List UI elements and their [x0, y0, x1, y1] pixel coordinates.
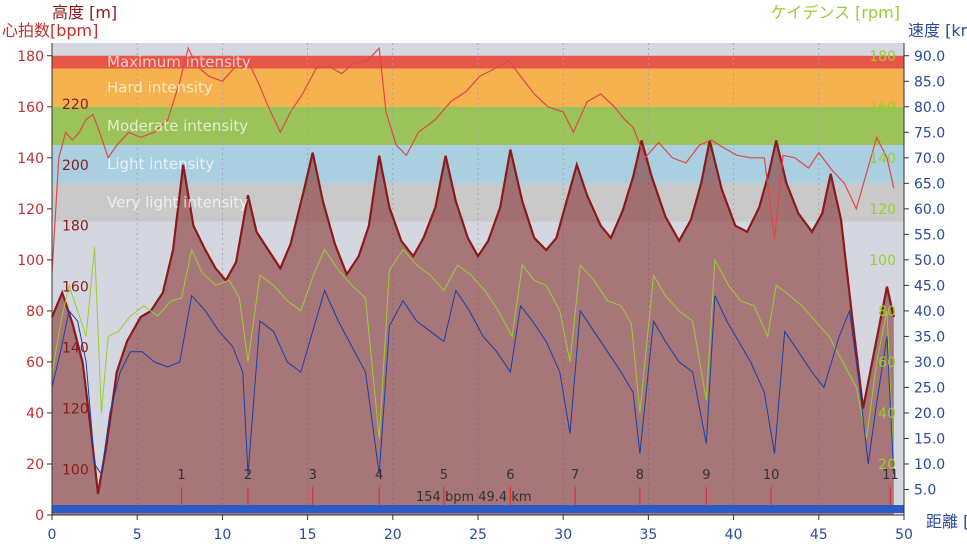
x-tick-label: 20	[384, 527, 402, 543]
cadence-tick-label: 60	[878, 355, 896, 371]
altitude-axis-title: 高度 [m]	[52, 3, 117, 22]
heart-rate-line	[51, 46, 895, 273]
lap-label: 10	[763, 468, 780, 483]
speed-tick-label: 65.0	[914, 176, 945, 192]
axis-titles: 高度 [m] 心拍数[bpm] ケイデンス [rpm] 速度 [km/h] 距離…	[2, 3, 967, 531]
zone-label: Moderate intensity	[107, 117, 248, 135]
lap-summary-label: 154 bpm 49.4 km	[416, 490, 532, 505]
cadence-tick-label: 20	[878, 457, 896, 473]
cadence-tick-label: 80	[878, 304, 896, 320]
lap-label: 5	[440, 468, 448, 483]
x-tick-label: 0	[48, 527, 57, 543]
speed-tick-label: 90.0	[914, 49, 945, 65]
zone-label: Light intensity	[107, 155, 214, 173]
cadence-tick-label: 100	[869, 253, 896, 269]
altitude-tick-label: 160	[62, 280, 89, 296]
cadence-tick-label: 140	[869, 151, 896, 167]
x-tick-label: 40	[725, 527, 743, 543]
speed-axis-title: 速度 [km/h]	[908, 21, 967, 40]
altitude-tick-label: 180	[62, 219, 89, 235]
lap-label: 8	[636, 468, 644, 483]
hr-tick-label: 140	[17, 151, 44, 167]
x-tick-label: 50	[895, 527, 913, 543]
zone-label: Maximum intensity	[107, 53, 251, 71]
altitude-tick-label: 120	[62, 401, 89, 417]
speed-tick-label: 40.0	[914, 304, 945, 320]
lap-markers: 1 2 3 4 5 6 7 8 9 10 11	[177, 468, 899, 505]
x-tick-label: 5	[133, 527, 142, 543]
lap-label: 1	[177, 468, 185, 483]
lap-label: 7	[571, 468, 579, 483]
hr-tick-label: 40	[26, 406, 44, 422]
altitude-tick-label: 200	[62, 158, 89, 174]
speed-tick-label: 10.0	[914, 457, 945, 473]
speed-tick-label: 30.0	[914, 355, 945, 371]
lap-label: 9	[702, 468, 710, 483]
cadence-tick-label: 160	[869, 100, 896, 116]
speed-tick-label: 5.0	[914, 482, 936, 498]
speed-tick-label: 80.0	[914, 100, 945, 116]
lap-label: 11	[882, 468, 899, 483]
speed-line	[51, 289, 895, 476]
altitude-line	[50, 140, 895, 494]
hr-tick-label: 60	[26, 355, 44, 371]
hr-tick-label: 100	[17, 253, 44, 269]
zone-label: Hard intensity	[107, 79, 213, 97]
hr-tick-label: 20	[26, 457, 44, 473]
speed-tick-label: 75.0	[914, 125, 945, 141]
x-tick-label: 15	[299, 527, 317, 543]
speed-tick-label: 20.0	[914, 406, 945, 422]
speed-tick-label: 15.0	[914, 431, 945, 447]
cadence-tick-label: 40	[878, 406, 896, 422]
hr-tick-label: 180	[17, 49, 44, 65]
cadence-line	[51, 247, 895, 465]
zone-band	[52, 55, 904, 69]
cadence-tick-label: 180	[869, 49, 896, 65]
lap-label: 2	[244, 468, 252, 483]
speed-tick-label: 70.0	[914, 151, 945, 167]
zone-label: Very light intensity	[107, 193, 248, 211]
altitude-tick-label: 100	[62, 462, 89, 478]
altitude-tick-label: 220	[62, 97, 89, 113]
heart-rate-axis-title: 心拍数[bpm]	[2, 21, 98, 40]
speed-tick-label: 55.0	[914, 227, 945, 243]
x-tick-label: 45	[810, 527, 828, 543]
speed-tick-label: 60.0	[914, 202, 945, 218]
series-layer	[50, 46, 904, 515]
cadence-tick-label: 120	[869, 202, 896, 218]
route-strip	[52, 505, 904, 513]
x-tick-label: 35	[639, 527, 657, 543]
hr-tick-label: 120	[17, 202, 44, 218]
lap-label: 3	[309, 468, 317, 483]
cadence-axis-title: ケイデンス [rpm]	[771, 3, 900, 22]
speed-tick-label: 50.0	[914, 253, 945, 269]
speed-tick-label: 85.0	[914, 74, 945, 90]
x-tick-label: 25	[469, 527, 487, 543]
hr-tick-label: 0	[35, 508, 44, 524]
speed-tick-label: 35.0	[914, 329, 945, 345]
altitude-tick-label: 140	[62, 341, 89, 357]
x-tick-label: 10	[213, 527, 231, 543]
hr-tick-label: 80	[26, 304, 44, 320]
axes: 0 5 10 15 20 25 30 35 40 45 5002040608010012014016…	[17, 43, 945, 543]
x-tick-label: 30	[554, 527, 572, 543]
lap-label: 4	[375, 468, 383, 483]
distance-axis-title: 距離 [km]	[926, 512, 967, 531]
hr-tick-label: 160	[17, 100, 44, 116]
intensity-zone-labels: Maximum intensity Hard intensity Moderate …	[107, 53, 251, 211]
speed-tick-label: 45.0	[914, 278, 945, 294]
lap-label: 6	[506, 468, 514, 483]
speed-tick-label: 25.0	[914, 380, 945, 396]
